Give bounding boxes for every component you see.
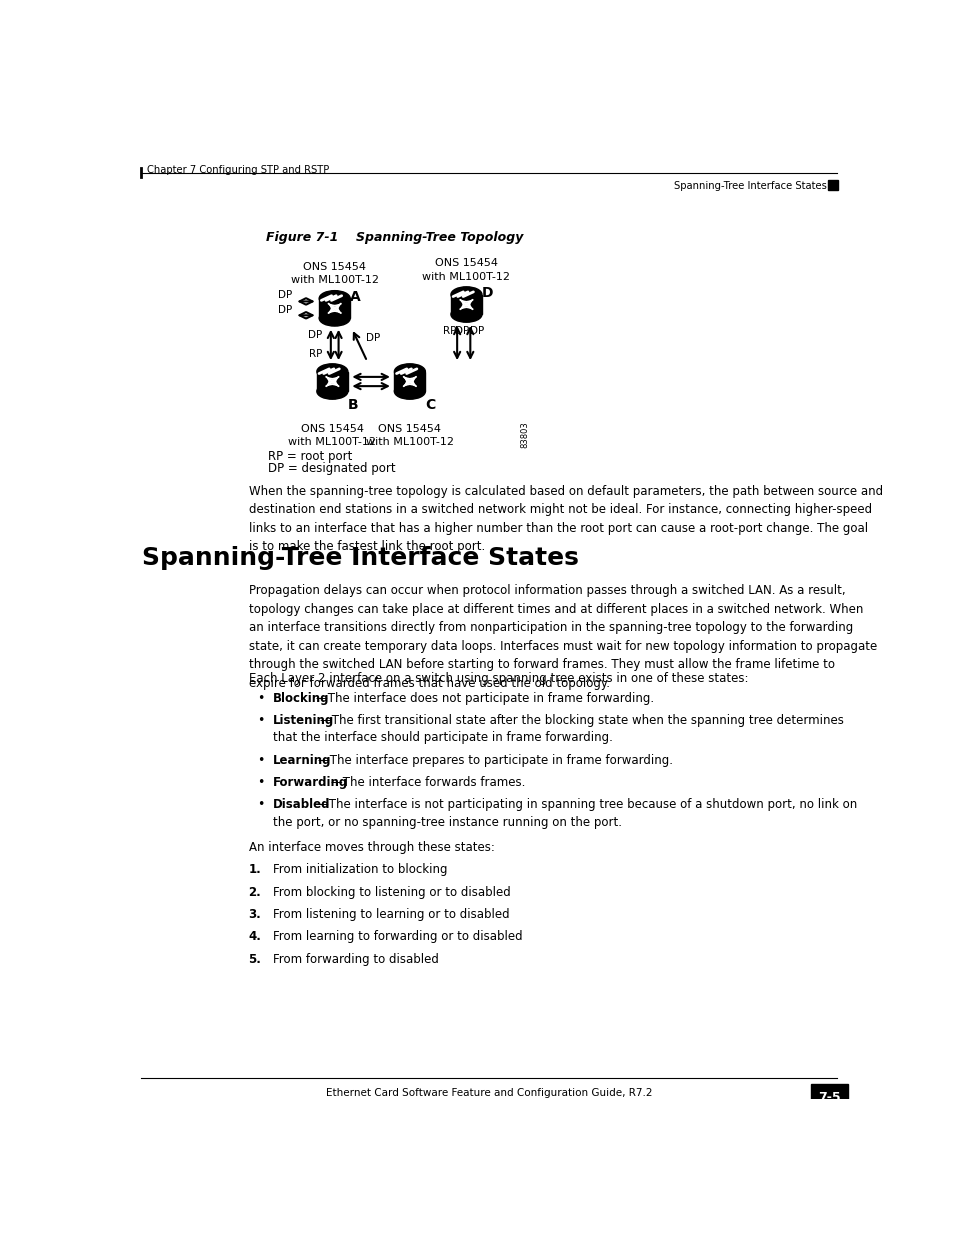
Text: 83803: 83803	[519, 421, 529, 448]
Text: the port, or no spanning-tree instance running on the port.: the port, or no spanning-tree instance r…	[273, 816, 621, 829]
Text: D: D	[481, 287, 493, 300]
Text: RP: RP	[327, 390, 340, 400]
Text: —The interface prepares to participate in frame forwarding.: —The interface prepares to participate i…	[317, 753, 672, 767]
Text: 4.: 4.	[248, 930, 261, 944]
Bar	[394, 372, 425, 391]
Bar	[827, 180, 838, 190]
Ellipse shape	[319, 310, 350, 326]
Text: RP: RP	[309, 348, 322, 359]
Text: Chapter 7 Configuring STP and RSTP: Chapter 7 Configuring STP and RSTP	[147, 164, 329, 175]
Text: An interface moves through these states:: An interface moves through these states:	[249, 841, 495, 855]
Bar	[316, 372, 348, 391]
Text: Figure 7-1: Figure 7-1	[266, 231, 338, 245]
Text: ONS 15454
with ML100T-12: ONS 15454 with ML100T-12	[288, 424, 376, 447]
Text: RP = root port: RP = root port	[268, 450, 352, 463]
Text: 5.: 5.	[248, 953, 261, 966]
Text: Spanning-Tree Interface States: Spanning-Tree Interface States	[142, 546, 578, 569]
Text: •: •	[257, 753, 265, 767]
Text: •: •	[257, 714, 265, 727]
Text: —The interface is not participating in spanning tree because of a shutdown port,: —The interface is not participating in s…	[317, 799, 857, 811]
Text: —The interface does not participate in frame forwarding.: —The interface does not participate in f…	[316, 692, 654, 705]
Ellipse shape	[316, 384, 348, 399]
Text: Blocking: Blocking	[273, 692, 329, 705]
Text: DP: DP	[365, 333, 379, 343]
Text: B: B	[348, 399, 358, 412]
Ellipse shape	[319, 290, 350, 306]
Text: Spanning-Tree Interface States: Spanning-Tree Interface States	[673, 180, 826, 190]
Ellipse shape	[451, 287, 481, 303]
Text: 1.: 1.	[248, 863, 261, 877]
Bar	[451, 295, 481, 315]
Text: From forwarding to disabled: From forwarding to disabled	[273, 953, 438, 966]
Text: •: •	[257, 692, 265, 705]
Text: C: C	[425, 399, 436, 412]
Text: •: •	[257, 776, 265, 789]
Text: Disabled: Disabled	[273, 799, 330, 811]
Bar	[810, 1084, 847, 1099]
Text: DP = designated port: DP = designated port	[268, 462, 395, 474]
Ellipse shape	[394, 384, 425, 399]
Text: Forwarding: Forwarding	[273, 776, 348, 789]
Ellipse shape	[394, 364, 425, 379]
Text: DP: DP	[455, 326, 469, 336]
Text: DP: DP	[470, 326, 484, 336]
Text: 2.: 2.	[248, 885, 261, 899]
Text: DP: DP	[277, 289, 292, 300]
Text: ONS 15454
with ML100T-12: ONS 15454 with ML100T-12	[291, 262, 378, 285]
Text: ONS 15454
with ML100T-12: ONS 15454 with ML100T-12	[422, 258, 510, 282]
Text: DP: DP	[308, 330, 322, 341]
Text: •: •	[257, 799, 265, 811]
Bar	[319, 299, 350, 319]
Text: From blocking to listening or to disabled: From blocking to listening or to disable…	[273, 885, 510, 899]
Text: Learning: Learning	[273, 753, 331, 767]
Text: Ethernet Card Software Feature and Configuration Guide, R7.2: Ethernet Card Software Feature and Confi…	[325, 1088, 652, 1098]
Text: that the interface should participate in frame forwarding.: that the interface should participate in…	[273, 731, 612, 745]
Text: From listening to learning or to disabled: From listening to learning or to disable…	[273, 908, 509, 921]
Text: DP: DP	[277, 305, 292, 315]
Text: Propagation delays can occur when protocol information passes through a switched: Propagation delays can occur when protoc…	[249, 584, 877, 689]
Text: Listening: Listening	[273, 714, 334, 727]
Ellipse shape	[316, 364, 348, 379]
Text: —The first transitional state after the blocking state when the spanning tree de: —The first transitional state after the …	[320, 714, 843, 727]
Text: DP: DP	[403, 390, 417, 400]
Text: RP: RP	[442, 326, 456, 336]
Text: Each Layer 2 interface on a switch using spanning tree exists in one of these st: Each Layer 2 interface on a switch using…	[249, 672, 748, 684]
Text: A: A	[350, 290, 360, 304]
Ellipse shape	[451, 306, 481, 322]
Text: 3.: 3.	[248, 908, 261, 921]
Text: When the spanning-tree topology is calculated based on default parameters, the p: When the spanning-tree topology is calcu…	[249, 484, 882, 553]
Text: From learning to forwarding or to disabled: From learning to forwarding or to disabl…	[273, 930, 522, 944]
Text: —The interface forwards frames.: —The interface forwards frames.	[331, 776, 525, 789]
Text: ONS 15454
with ML100T-12: ONS 15454 with ML100T-12	[366, 424, 454, 447]
Text: From initialization to blocking: From initialization to blocking	[273, 863, 447, 877]
Text: 7-5: 7-5	[817, 1092, 840, 1104]
Text: Spanning-Tree Topology: Spanning-Tree Topology	[355, 231, 522, 245]
